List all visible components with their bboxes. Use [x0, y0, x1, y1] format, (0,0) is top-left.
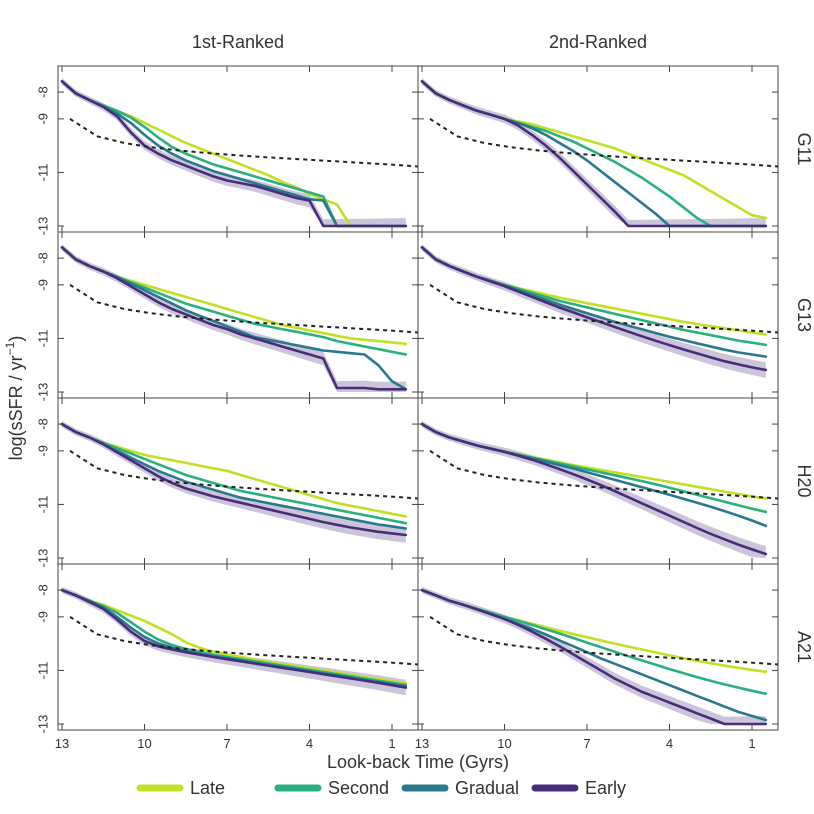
series-line-second: [60, 588, 408, 687]
series-line-gradual: [60, 422, 408, 530]
y-tick-label: -13: [35, 383, 50, 402]
series-line-late: [420, 80, 768, 220]
panel-G13-0: -8 -9 -11 -13: [35, 231, 419, 402]
series-line-early: [60, 588, 408, 689]
y-tick-label: -9: [35, 113, 50, 125]
y-tick-label: -8: [35, 86, 50, 98]
panel-G11-0: -8 -9 -11 -13: [35, 65, 419, 236]
series-line-early: [60, 80, 408, 228]
panel-frame: [57, 397, 419, 565]
series-line-gradual: [420, 80, 768, 228]
x-tick-label: 7: [583, 736, 590, 751]
x-tick-label: 10: [497, 736, 511, 751]
legend-item-early: Early: [531, 778, 626, 798]
early-uncertainty-band: [422, 78, 766, 226]
series-line-early: [60, 246, 408, 391]
row-label-H20: H20: [794, 464, 814, 497]
panel-G13-1: G13: [417, 231, 814, 399]
series-line-gradual: [420, 246, 768, 358]
y-tick-label: -13: [35, 715, 50, 734]
x-axis-title: Look-back Time (Gyrs): [327, 752, 509, 772]
legend-item-late: Late: [136, 778, 225, 798]
y-tick-label: -11: [35, 662, 50, 680]
reference-dashed-line: [69, 616, 419, 666]
row-label-G13: G13: [794, 298, 814, 332]
y-tick-label: -11: [35, 164, 50, 182]
series-line-second: [420, 80, 768, 228]
y-axis-title-sup: −1: [3, 341, 17, 355]
panel-H20-0: -8 -9 -11 -13: [35, 397, 419, 568]
column-title-0: 1st-Ranked: [192, 32, 284, 52]
reference-dashed-line: [429, 118, 779, 168]
legend-item-gradual: Gradual: [401, 778, 519, 798]
column-title-1: 2nd-Ranked: [549, 32, 647, 52]
x-tick-label: 1: [748, 736, 755, 751]
legend-label: Late: [190, 778, 225, 798]
series-line-late: [60, 588, 408, 685]
series-line-early: [420, 246, 768, 372]
early-uncertainty-band: [62, 586, 406, 696]
series-line-early: [420, 422, 768, 556]
legend-label: Gradual: [455, 778, 519, 798]
x-tick-label: 10: [137, 736, 151, 751]
x-tick-label: 13: [415, 736, 429, 751]
early-uncertainty-band: [62, 244, 406, 392]
legend-label: Second: [328, 778, 389, 798]
panel-frame: [417, 231, 779, 399]
row-label-A21: A21: [794, 631, 814, 663]
panel-frame: [57, 65, 419, 233]
y-tick-label: -13: [35, 549, 50, 568]
series-line-early: [420, 588, 768, 726]
series-line-second: [60, 422, 408, 525]
y-axis-title-main: log(sSFR / yr: [6, 355, 26, 460]
series-line-gradual: [420, 422, 768, 528]
x-tick-label: 4: [666, 736, 673, 751]
reference-dashed-line: [429, 450, 779, 500]
y-tick-label: -11: [35, 330, 50, 348]
row-label-G11: G11: [794, 133, 814, 166]
reference-dashed-line: [69, 450, 419, 500]
y-tick-label: -9: [35, 445, 50, 457]
panel-G11-1: G11: [417, 65, 814, 233]
y-tick-label: -9: [35, 279, 50, 291]
series-line-late: [60, 422, 408, 518]
panel-A21-1: A21: [417, 563, 814, 731]
y-tick-label: -8: [35, 584, 50, 596]
early-uncertainty-band: [422, 244, 766, 378]
series-line-gradual: [60, 246, 408, 391]
y-axis-title-end: ): [6, 336, 26, 342]
y-tick-label: -11: [35, 496, 50, 514]
early-uncertainty-band: [62, 420, 406, 543]
x-tick-label: 7: [223, 736, 230, 751]
series-line-second: [60, 80, 408, 228]
legend-label: Early: [585, 778, 626, 798]
early-uncertainty-band: [62, 78, 406, 226]
reference-dashed-line: [69, 284, 419, 334]
early-uncertainty-band: [422, 420, 766, 558]
reference-dashed-line: [69, 118, 419, 168]
y-tick-label: -8: [35, 252, 50, 264]
y-tick-label: -13: [35, 217, 50, 236]
legend-item-second: Second: [274, 778, 389, 798]
panel-H20-1: H20: [417, 397, 814, 565]
series-line-late: [60, 80, 408, 228]
panel-frame: [417, 65, 779, 233]
reference-dashed-line: [429, 284, 779, 334]
panel-A21-0: -8 -9 -11 -13: [35, 563, 419, 734]
reference-dashed-line: [429, 616, 779, 666]
x-tick-label: 13: [55, 736, 69, 751]
y-tick-label: -9: [35, 611, 50, 623]
panel-frame: [417, 563, 779, 731]
series-line-second: [420, 246, 768, 347]
panel-frame: [57, 563, 419, 731]
y-tick-label: -8: [35, 418, 50, 430]
x-tick-label: 4: [306, 736, 313, 751]
series-line-early: [420, 80, 768, 228]
y-axis-title: log(sSFR / yr−1): [3, 336, 26, 461]
series-line-early: [60, 422, 408, 537]
series-line-gradual: [60, 80, 408, 228]
x-tick-label: 1: [388, 736, 395, 751]
panel-frame: [57, 231, 419, 399]
